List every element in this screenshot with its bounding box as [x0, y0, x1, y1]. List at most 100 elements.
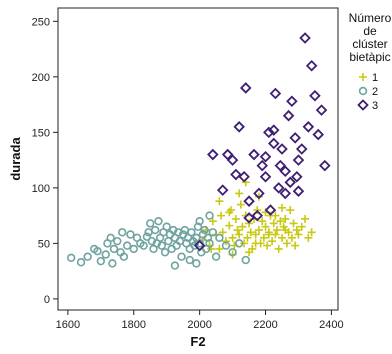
point-cluster-2-69 [205, 211, 214, 220]
point-cluster-2-64 [241, 255, 250, 265]
point-cluster-2-6 [101, 250, 110, 259]
point-cluster-2-10 [113, 236, 122, 246]
point-cluster-3-18 [269, 87, 282, 100]
point-cluster-1-63 [245, 248, 254, 257]
legend-marker-3 [357, 99, 369, 111]
point-cluster-3-19 [272, 182, 285, 194]
point-cluster-1-15 [235, 230, 244, 239]
point-cluster-1-47 [287, 233, 296, 242]
point-cluster-3-29 [295, 143, 308, 155]
point-cluster-1-39 [274, 244, 283, 253]
point-cluster-3-34 [312, 128, 325, 141]
point-cluster-1-53 [301, 214, 310, 223]
point-cluster-3-32 [305, 59, 318, 72]
point-cluster-3-5 [230, 168, 242, 181]
point-cluster-1-62 [271, 211, 280, 220]
point-cluster-2-54 [200, 225, 209, 235]
point-cluster-2-19 [142, 232, 152, 241]
point-cluster-2-48 [190, 241, 199, 250]
point-cluster-2-68 [195, 216, 204, 226]
x-tick-label-2200: 2200 [253, 319, 277, 331]
point-cluster-1-9 [225, 221, 234, 230]
point-cluster-1-38 [273, 226, 282, 235]
point-cluster-3-23 [282, 109, 295, 122]
y-tick-label-100: 100 [32, 183, 50, 195]
point-cluster-3-22 [279, 165, 292, 177]
point-cluster-1-16 [236, 200, 245, 209]
y-tick-label-150: 150 [32, 127, 50, 139]
point-cluster-1-8 [222, 237, 230, 246]
point-cluster-3-12 [253, 187, 265, 200]
y-tick-label-200: 200 [32, 72, 50, 84]
legend-marker-2 [358, 86, 368, 96]
point-cluster-3-3 [221, 148, 234, 161]
x-tick-label-1600: 1600 [56, 319, 80, 331]
point-cluster-1-32 [263, 241, 272, 250]
point-cluster-1-17 [238, 222, 247, 231]
point-cluster-2-24 [150, 225, 160, 235]
point-cluster-3-31 [302, 121, 315, 133]
y-tick-label-0: 0 [44, 294, 50, 306]
point-cluster-1-35 [268, 237, 277, 246]
legend-label-3: 3 [372, 100, 378, 112]
point-cluster-1-18 [240, 239, 249, 248]
point-cluster-3-39 [279, 187, 292, 200]
point-cluster-3-0 [193, 239, 206, 252]
point-cluster-2-12 [119, 252, 129, 261]
point-cluster-1-6 [217, 211, 226, 220]
point-cluster-1-66 [278, 203, 286, 212]
point-cluster-1-5 [215, 244, 224, 253]
point-cluster-3-35 [315, 104, 328, 116]
point-cluster-1-61 [251, 239, 260, 248]
point-cluster-1-27 [254, 226, 263, 235]
point-cluster-3-41 [267, 124, 280, 136]
point-cluster-2-18 [139, 241, 148, 250]
point-cluster-2-26 [154, 216, 163, 226]
point-cluster-2-28 [157, 241, 166, 250]
point-cluster-1-14 [233, 226, 242, 235]
point-cluster-1-60 [215, 197, 224, 206]
point-cluster-1-11 [228, 233, 237, 242]
point-cluster-2-15 [129, 244, 138, 254]
point-cluster-2-57 [205, 239, 214, 248]
point-cluster-3-37 [243, 212, 255, 224]
point-cluster-3-6 [233, 121, 245, 133]
point-cluster-1-44 [282, 239, 291, 248]
legend-label-1: 1 [372, 72, 378, 84]
point-cluster-3-4 [226, 154, 239, 166]
point-cluster-2-22 [147, 236, 157, 246]
point-cluster-2-13 [122, 241, 132, 250]
point-cluster-3-20 [274, 159, 287, 172]
point-cluster-2-35 [169, 225, 178, 235]
point-cluster-1-54 [304, 233, 313, 242]
point-cluster-2-71 [118, 228, 127, 237]
point-cluster-1-20 [243, 233, 252, 242]
legend-title-line-3: bietàpic [349, 50, 390, 64]
point-cluster-2-30 [160, 248, 170, 257]
point-cluster-3-40 [292, 185, 305, 197]
point-cluster-3-26 [289, 132, 301, 144]
legend-title-line-0: Número [349, 11, 392, 25]
point-cluster-3-28 [292, 154, 305, 166]
point-cluster-1-65 [281, 226, 290, 235]
point-cluster-1-22 [246, 228, 255, 237]
point-cluster-1-43 [281, 214, 290, 223]
point-cluster-1-41 [278, 233, 286, 242]
point-cluster-2-1 [76, 258, 86, 267]
point-cluster-3-36 [319, 159, 331, 172]
point-cluster-2-0 [66, 253, 76, 263]
point-cluster-2-50 [193, 222, 203, 231]
point-cluster-3-27 [291, 170, 303, 183]
point-cluster-1-40 [276, 217, 285, 226]
legend-label-2: 2 [372, 86, 378, 98]
x-tick-label-2000: 2000 [187, 319, 211, 331]
point-cluster-1-7 [218, 228, 227, 237]
y-axis-title: durada [8, 137, 23, 181]
point-cluster-3-9 [243, 195, 255, 207]
point-cluster-2-65 [185, 255, 194, 265]
point-cluster-3-16 [264, 204, 277, 216]
point-cluster-3-38 [259, 151, 272, 163]
legend-title-line-2: clúster [352, 37, 387, 51]
point-cluster-3-33 [309, 89, 321, 102]
